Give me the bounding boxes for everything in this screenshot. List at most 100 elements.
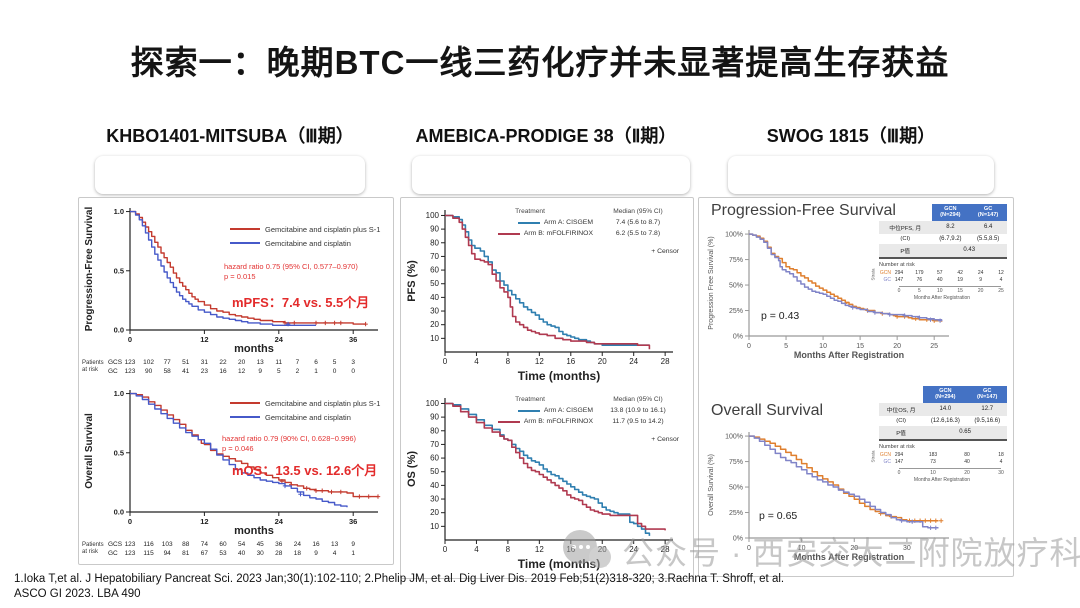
svg-text:25%: 25% — [729, 308, 743, 315]
svg-text:Overall Survival: Overall Survival — [84, 413, 95, 489]
legend-line-gcs — [230, 402, 260, 404]
panel-swog1815: Progression-Free Survival 0% 25% 50% 75% 100… — [698, 197, 1014, 577]
at-risk-label: Patients at risk — [82, 542, 104, 555]
citation-line-1: 1.Ioka T,et al. J Hepatobiliary Pancreat… — [14, 573, 785, 585]
legend-col-median: Median (95% CI) — [613, 396, 663, 403]
citation-footer: 1.Ioka T,et al. J Hepatobiliary Pancreat… — [14, 572, 784, 602]
svg-text:70: 70 — [430, 252, 439, 261]
svg-text:0: 0 — [443, 545, 448, 554]
page-title: 探索一：晚期BTC一线三药化疗并未显著提高生存获益 — [130, 44, 950, 81]
svg-text:20: 20 — [598, 357, 607, 366]
median-mfolfirinox: 6.2 (5.5 to 7.8) — [615, 230, 661, 237]
km-plot-os: 0% 25% 50% 75% 100% 0 10 20 30 Months After Regis… — [703, 426, 955, 569]
svg-text:20: 20 — [850, 545, 858, 552]
svg-text:5: 5 — [784, 343, 788, 350]
svg-text:OS (%): OS (%) — [406, 451, 418, 487]
legend-label-gc: Gemcitabine and cisplatin — [265, 412, 351, 422]
legend-label-gcs: Gemcitabine and cisplatin plus S-1 — [265, 224, 381, 234]
chart-title-pfs: Progression-Free Survival — [711, 202, 896, 219]
svg-text:Time (months): Time (months) — [518, 369, 600, 383]
panel-khbo1401: 1.0 0.5 0.0 0 12 24 36 months Progression-Free S… — [78, 197, 394, 565]
regimen-badge-gemcis-s1: GemCis + S-1 vs. GemCis — [95, 156, 365, 194]
svg-text:0: 0 — [443, 357, 448, 366]
svg-text:60: 60 — [430, 266, 439, 275]
legend-line-cisgem — [517, 221, 540, 224]
trial-header-swog1815: SWOG 1815（Ⅲ期） — [766, 126, 936, 146]
svg-text:0: 0 — [747, 343, 751, 350]
legend-line-mfolfirinox — [497, 232, 520, 235]
svg-text:0.5: 0.5 — [114, 448, 124, 457]
legend-line-cisgem — [517, 409, 540, 412]
svg-text:15: 15 — [856, 343, 864, 350]
svg-text:Time (months): Time (months) — [518, 557, 600, 571]
svg-text:10: 10 — [798, 545, 806, 552]
svg-text:months: months — [234, 525, 274, 537]
swog-pfs-chart-group: Progression-Free Survival 0% 25% 50% 75% 100… — [703, 200, 1009, 382]
svg-text:0: 0 — [128, 335, 132, 344]
svg-text:24: 24 — [275, 517, 284, 526]
number-at-risk-table: Number at risk Strata GCN 294 179 57 42 24 12 GC 1… — [870, 262, 1004, 301]
svg-text:90: 90 — [430, 225, 439, 234]
at-risk-label: Patients at risk — [82, 360, 104, 373]
amebica-pfs-chart-group: 100 90 80 70 60 50 40 30 20 10 0 4 8 12 16 20 24 28 Time (… — [405, 200, 689, 384]
number-at-risk-table: Number at risk Strata GCN 294 183 80 18 GC 147 73… — [870, 444, 1004, 483]
p-value-text: p = 0.43 — [761, 310, 800, 322]
hr-text: hazard ratio 0.75 (95% CI, 0.577–0.970) — [224, 262, 358, 271]
svg-text:12: 12 — [200, 335, 208, 344]
svg-text:0%: 0% — [733, 536, 743, 543]
svg-text:12: 12 — [535, 545, 544, 554]
trial-header-khbo1401: KHBO1401-MITSUBA（Ⅲ期） — [106, 126, 354, 146]
svg-text:10: 10 — [430, 334, 439, 343]
svg-text:0.0: 0.0 — [114, 326, 124, 335]
khbo-os-chart-group: 1.0 0.5 0.0 0 12 24 36 months Overall Survival G… — [82, 382, 390, 538]
pfs-legend-table: Treatment Median (95% CI) Arm A: CISGEM … — [467, 206, 685, 255]
legend-label-cisgem: Arm A: CISGEM — [543, 219, 593, 226]
km-plot-os: 1.0 0.5 0.0 0 12 24 36 months Overall Survival — [82, 382, 390, 543]
svg-text:25: 25 — [930, 343, 938, 350]
svg-text:28: 28 — [661, 357, 670, 366]
svg-text:PFS (%): PFS (%) — [406, 260, 418, 302]
svg-text:10: 10 — [430, 522, 439, 531]
svg-text:24: 24 — [275, 335, 284, 344]
trial-header-amebica: AMEBICA-PRODIGE 38（Ⅱ期） — [415, 126, 677, 146]
svg-text:100%: 100% — [725, 232, 743, 239]
svg-text:50: 50 — [430, 467, 439, 476]
svg-text:50%: 50% — [729, 485, 743, 492]
legend-col-median: Median (95% CI) — [613, 208, 663, 215]
pfs-stats-table: GCN (N=294) GC (N=147) 中位PFS, 月 8.2 6.4 (CI)(… — [879, 204, 1007, 259]
regimen-badge-gemcis-nabp: GemCis + Nab-p vs. GemCis — [728, 156, 994, 194]
hr-text: hazard ratio 0.79 (90% CI, 0.628−0.996) — [222, 434, 357, 443]
svg-text:20: 20 — [430, 508, 439, 517]
svg-text:30: 30 — [430, 495, 439, 504]
legend-label-mfolfirinox: Arm B: mFOLFIRINOX — [523, 230, 593, 237]
svg-text:50: 50 — [430, 279, 439, 288]
km-plot-pfs: 0% 25% 50% 75% 100% 0 5 10 15 20 25 Months After Re… — [703, 224, 955, 367]
svg-text:16: 16 — [566, 357, 575, 366]
legend-line-gc — [230, 416, 260, 418]
censor-label: + Censor — [651, 248, 679, 255]
os-stats-table: GCN (N=294) GC (N=147) 中位OS, 月 14.0 12.7 (CI)… — [879, 386, 1007, 441]
svg-text:10: 10 — [819, 343, 827, 350]
svg-text:Months After Registration: Months After Registration — [794, 350, 904, 360]
legend-line-gcs — [230, 228, 260, 230]
svg-text:0.0: 0.0 — [114, 508, 124, 517]
svg-text:0.5: 0.5 — [114, 266, 124, 275]
svg-text:8: 8 — [506, 357, 511, 366]
legend-label-gc: Gemcitabine and cisplatin — [265, 238, 351, 248]
km-plot-pfs: 1.0 0.5 0.0 0 12 24 36 months Progression-Free S… — [82, 200, 390, 361]
svg-text:100: 100 — [426, 211, 440, 220]
legend-line-gc — [230, 242, 260, 244]
chart-title-os: Overall Survival — [711, 402, 824, 419]
median-cisgem: 7.4 (5.6 to 8.7) — [615, 219, 661, 226]
svg-text:100%: 100% — [725, 434, 743, 441]
svg-text:0%: 0% — [733, 334, 743, 341]
patients-at-risk-os: Patients at risk GCS 123 116 103 88 74 60 54 45 3… — [82, 541, 355, 557]
svg-text:75%: 75% — [729, 459, 743, 466]
pfs-legend: Gemcitabine and cisplatin plus S-1 Gemci… — [230, 222, 380, 250]
p-value-text: p = 0.015 — [224, 272, 256, 281]
svg-text:70: 70 — [430, 440, 439, 449]
svg-text:Progression Free Survival (%): Progression Free Survival (%) — [708, 236, 715, 329]
svg-text:4: 4 — [474, 545, 479, 554]
hazard-ratio-note: hazard ratio 0.75 (95% CI, 0.577–0.970) … — [224, 262, 404, 282]
